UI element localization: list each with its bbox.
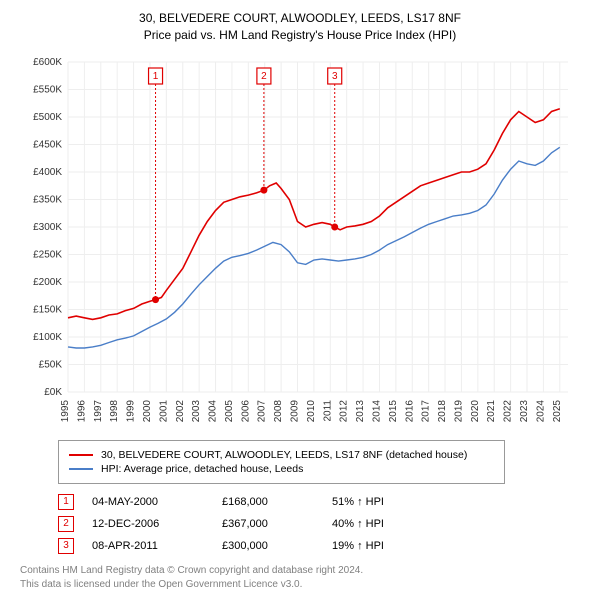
svg-text:2009: 2009 [290, 399, 301, 422]
line-chart: £0K £50K £100K £150K £200K £250K £300K £350K £40… [20, 52, 580, 432]
svg-text:2023: 2023 [519, 399, 530, 422]
svg-text:2025: 2025 [552, 399, 563, 422]
sale-price: £367,000 [222, 518, 332, 530]
svg-text:£450K: £450K [33, 139, 62, 150]
title-line-1: 30, BELVEDERE COURT, ALWOODLEY, LEEDS, L… [10, 10, 590, 27]
sales-table: 1 04-MAY-2000£168,00051% ↑ HPI 2 12-DEC-200… [58, 494, 590, 554]
svg-text:2015: 2015 [388, 399, 399, 422]
legend: 30, BELVEDERE COURT, ALWOODLEY, LEEDS, L… [58, 440, 505, 484]
svg-text:1995: 1995 [60, 399, 71, 422]
svg-text:£400K: £400K [33, 167, 62, 178]
svg-text:1: 1 [153, 71, 159, 82]
sale-hpi: 19% ↑ HPI [332, 540, 442, 552]
sale-row: 2 12-DEC-2006£367,00040% ↑ HPI [58, 516, 590, 532]
sale-row: 3 08-APR-2011£300,00019% ↑ HPI [58, 538, 590, 554]
legend-label-2: HPI: Average price, detached house, Leed… [101, 463, 303, 475]
svg-text:2008: 2008 [273, 399, 284, 422]
svg-text:2000: 2000 [142, 399, 153, 422]
sale-flag-icon: 3 [58, 538, 74, 554]
sale-date: 04-MAY-2000 [92, 496, 222, 508]
svg-text:2020: 2020 [470, 399, 481, 422]
svg-text:2002: 2002 [175, 399, 186, 422]
svg-text:£550K: £550K [33, 84, 62, 95]
svg-text:2017: 2017 [421, 399, 432, 422]
svg-text:2013: 2013 [355, 399, 366, 422]
sale-flag-icon: 2 [58, 516, 74, 532]
title-line-2: Price paid vs. HM Land Registry's House … [10, 27, 590, 44]
svg-text:£250K: £250K [33, 249, 62, 260]
svg-text:2006: 2006 [240, 399, 251, 422]
svg-text:2014: 2014 [371, 399, 382, 422]
svg-text:1999: 1999 [126, 399, 137, 422]
svg-text:£0K: £0K [44, 387, 62, 398]
svg-text:2001: 2001 [158, 399, 169, 422]
svg-text:£300K: £300K [33, 222, 62, 233]
svg-text:2019: 2019 [453, 399, 464, 422]
legend-swatch-2 [69, 468, 93, 470]
footer-line-1: Contains HM Land Registry data © Crown c… [20, 564, 590, 578]
sale-price: £300,000 [222, 540, 332, 552]
svg-text:£100K: £100K [33, 332, 62, 343]
sale-date: 08-APR-2011 [92, 540, 222, 552]
svg-text:2011: 2011 [322, 399, 333, 421]
svg-text:£50K: £50K [39, 359, 63, 370]
svg-text:2007: 2007 [257, 399, 268, 422]
svg-text:1996: 1996 [76, 399, 87, 422]
sale-hpi: 51% ↑ HPI [332, 496, 442, 508]
svg-text:2016: 2016 [404, 399, 415, 422]
legend-row-2: HPI: Average price, detached house, Leed… [69, 463, 494, 475]
legend-swatch-1 [69, 454, 93, 456]
sale-row: 1 04-MAY-2000£168,00051% ↑ HPI [58, 494, 590, 510]
svg-text:£500K: £500K [33, 112, 62, 123]
sale-date: 12-DEC-2006 [92, 518, 222, 530]
footer-line-2: This data is licensed under the Open Gov… [20, 578, 590, 592]
svg-text:2012: 2012 [339, 399, 350, 422]
legend-row-1: 30, BELVEDERE COURT, ALWOODLEY, LEEDS, L… [69, 449, 494, 461]
svg-text:2021: 2021 [486, 399, 497, 422]
legend-label-1: 30, BELVEDERE COURT, ALWOODLEY, LEEDS, L… [101, 449, 467, 461]
svg-text:2004: 2004 [208, 399, 219, 422]
svg-text:3: 3 [332, 71, 338, 82]
svg-text:2010: 2010 [306, 399, 317, 422]
svg-text:1998: 1998 [109, 399, 120, 422]
svg-text:2003: 2003 [191, 399, 202, 422]
svg-text:£150K: £150K [33, 304, 62, 315]
svg-text:2024: 2024 [535, 399, 546, 422]
svg-text:£350K: £350K [33, 194, 62, 205]
chart-title-block: 30, BELVEDERE COURT, ALWOODLEY, LEEDS, L… [10, 10, 590, 44]
svg-text:2022: 2022 [503, 399, 514, 422]
svg-text:1997: 1997 [93, 399, 104, 422]
sale-price: £168,000 [222, 496, 332, 508]
svg-text:2: 2 [261, 71, 267, 82]
sale-hpi: 40% ↑ HPI [332, 518, 442, 530]
chart-container: £0K £50K £100K £150K £200K £250K £300K £350K £40… [20, 52, 580, 432]
svg-text:£600K: £600K [33, 57, 62, 68]
footer: Contains HM Land Registry data © Crown c… [20, 564, 590, 592]
svg-text:£200K: £200K [33, 277, 62, 288]
svg-text:2018: 2018 [437, 399, 448, 422]
sale-flag-icon: 1 [58, 494, 74, 510]
svg-text:2005: 2005 [224, 399, 235, 422]
